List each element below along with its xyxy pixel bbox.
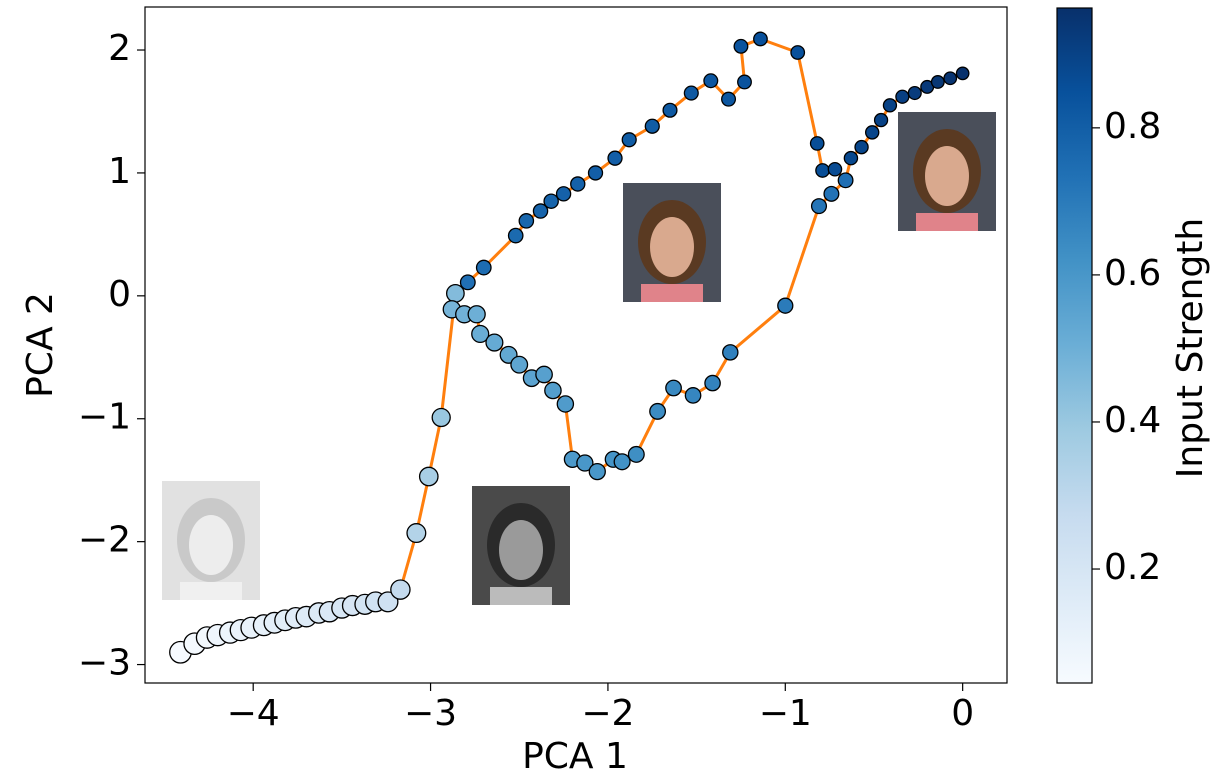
data-point xyxy=(703,73,719,89)
y-tick-label: −3 xyxy=(78,643,131,684)
data-point xyxy=(613,453,631,471)
y-tick-label: 0 xyxy=(108,274,131,315)
data-point xyxy=(556,395,575,413)
data-point xyxy=(518,213,535,229)
data-point xyxy=(390,579,411,600)
y-tick-label: −1 xyxy=(78,397,131,438)
data-point xyxy=(507,227,524,244)
data-point xyxy=(684,387,702,404)
data-point xyxy=(570,176,586,192)
data-point xyxy=(810,198,828,215)
data-point xyxy=(704,374,721,392)
data-point xyxy=(377,591,399,613)
x-tick-label: −4 xyxy=(227,693,280,734)
x-tick-label: −2 xyxy=(581,693,634,734)
data-point xyxy=(895,89,910,104)
data-point xyxy=(662,102,678,118)
data-point xyxy=(930,75,945,89)
colorbar xyxy=(1056,7,1093,684)
face-image xyxy=(623,183,721,302)
data-point xyxy=(535,365,553,384)
data-point xyxy=(843,150,859,166)
data-point xyxy=(510,355,529,374)
x-tick-label: 0 xyxy=(951,693,974,734)
data-point xyxy=(471,324,490,344)
data-point xyxy=(532,203,549,219)
data-point xyxy=(721,91,737,107)
data-point xyxy=(587,165,604,181)
x-tick-label: −3 xyxy=(404,693,457,734)
x-axis-label: PCA 1 xyxy=(522,736,628,777)
data-point xyxy=(815,163,830,178)
data-point xyxy=(431,407,451,428)
y-tick-label: −2 xyxy=(78,520,131,561)
data-point xyxy=(644,118,660,134)
data-point xyxy=(576,454,594,472)
data-point xyxy=(777,297,794,314)
data-point xyxy=(943,71,958,86)
face-image xyxy=(162,481,260,600)
data-point xyxy=(907,85,922,101)
data-point xyxy=(544,381,562,400)
data-point xyxy=(865,125,880,140)
x-tick-label: −1 xyxy=(759,693,812,734)
data-point xyxy=(809,136,825,151)
face-image xyxy=(898,112,996,231)
data-point xyxy=(649,402,667,420)
data-point xyxy=(737,74,752,90)
data-point xyxy=(882,98,898,113)
colorbar-tick-label: 0.4 xyxy=(1104,400,1161,441)
data-point xyxy=(406,523,427,544)
data-point xyxy=(753,31,768,47)
data-point xyxy=(873,112,889,128)
y-axis-label: PCA 2 xyxy=(20,292,61,398)
data-point xyxy=(459,274,476,291)
colorbar-tick-label: 0.2 xyxy=(1104,547,1161,588)
colorbar-label: Input Strength xyxy=(1170,218,1211,478)
data-point xyxy=(733,38,749,54)
data-point xyxy=(588,462,606,481)
data-point xyxy=(955,66,970,81)
data-point xyxy=(790,45,806,60)
plot-area xyxy=(144,6,1008,684)
data-point xyxy=(445,283,465,303)
data-point xyxy=(607,150,623,166)
data-point xyxy=(854,139,869,155)
face-image xyxy=(472,486,570,605)
data-point xyxy=(665,379,682,397)
data-point xyxy=(475,259,492,276)
data-point xyxy=(722,344,739,361)
data-point xyxy=(543,193,559,209)
data-point xyxy=(823,185,840,202)
data-point xyxy=(627,445,645,463)
data-point xyxy=(827,161,843,177)
data-point xyxy=(418,466,439,487)
data-point xyxy=(485,333,504,352)
colorbar-tick-label: 0.6 xyxy=(1104,253,1161,294)
data-point xyxy=(683,85,699,101)
y-tick-label: 2 xyxy=(108,28,131,69)
data-point xyxy=(837,172,854,189)
data-point xyxy=(467,305,486,324)
y-tick-label: 1 xyxy=(108,151,131,192)
data-point xyxy=(621,132,637,148)
colorbar-tick-label: 0.8 xyxy=(1104,106,1161,147)
data-point xyxy=(555,186,572,202)
